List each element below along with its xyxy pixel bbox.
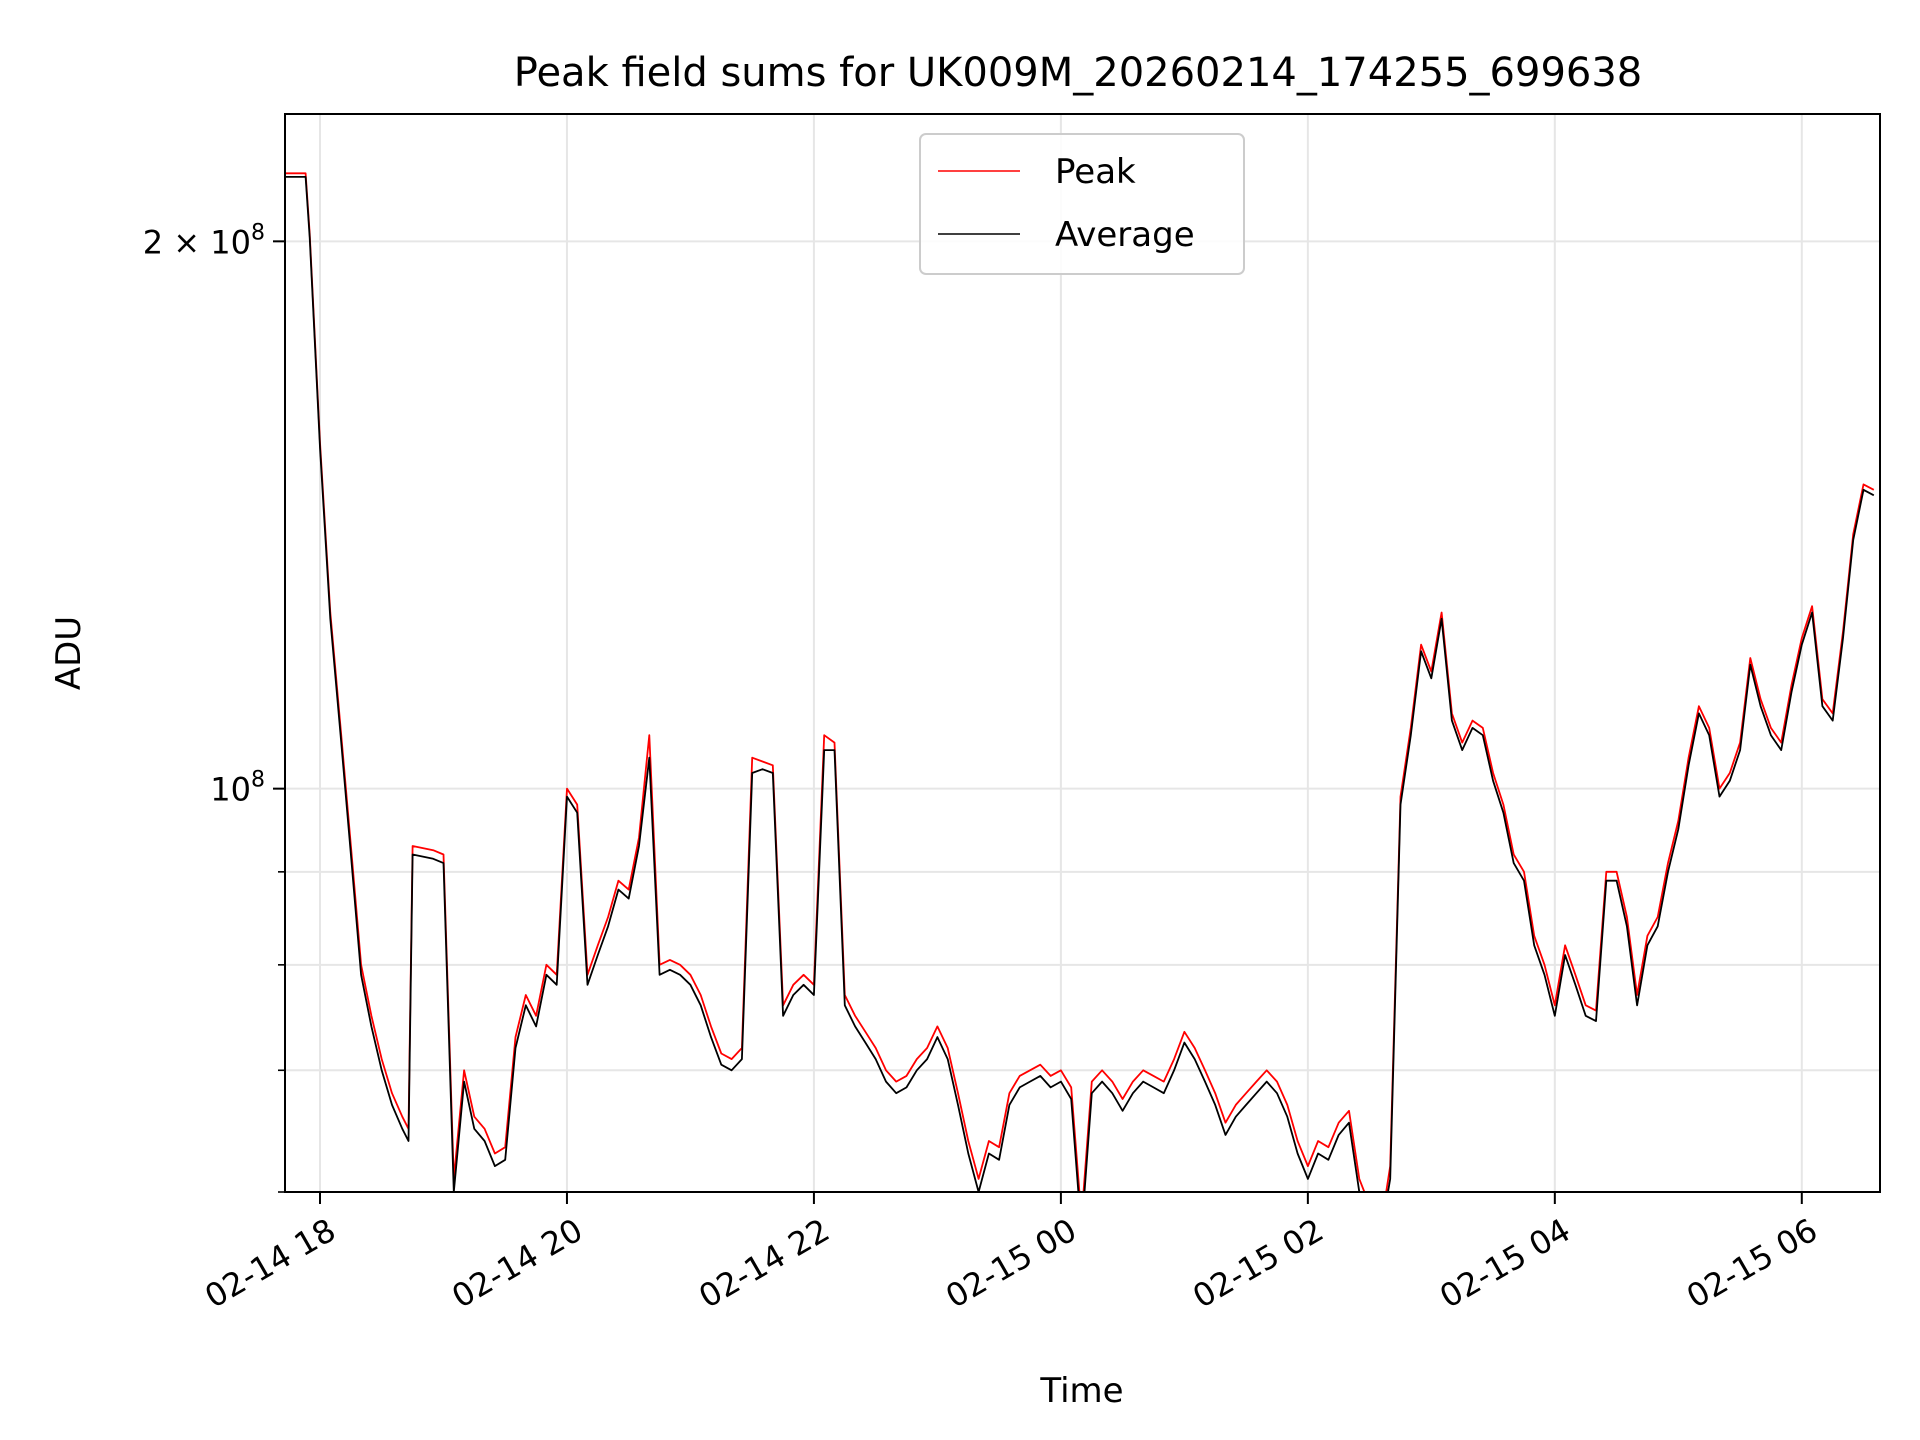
legend-box [919,133,1245,275]
y-axis-ticks: 108 2 × 108 [143,220,285,1193]
y-axis-label: ADU [49,616,89,690]
chart-title: Peak field sums for UK009M_20260214_1742… [514,50,1643,96]
series-group [285,172,1875,1192]
x-axis-label: Time [1039,1371,1123,1411]
legend-label-peak: Peak [1055,152,1136,192]
series-line-peak [285,172,1875,1192]
y-tick-label: 108 [210,768,265,809]
legend-label-average: Average [1055,215,1195,255]
series-line-average [285,175,1875,1192]
plot-frame [284,113,1881,1193]
y-tick-label: 2 × 108 [143,220,265,261]
legend: Peak Average [919,133,1245,275]
